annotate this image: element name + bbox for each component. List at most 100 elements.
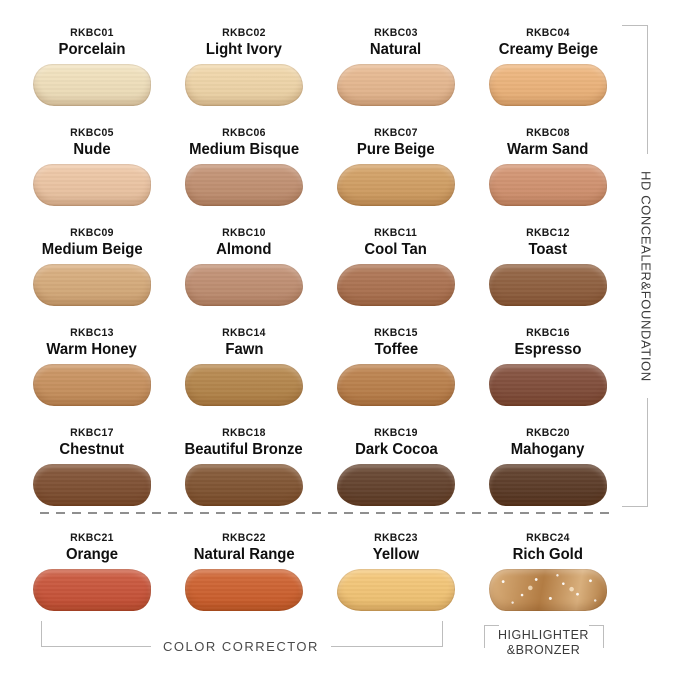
right-bracket-top (622, 25, 648, 154)
shade-name: Chestnut (59, 441, 125, 458)
shade-name: Pure Beige (357, 141, 435, 158)
shade-name: Espresso (514, 341, 582, 358)
highlighter-label-line1: HIGHLIGHTER (498, 628, 589, 642)
shade-cell: RKBC14 Fawn (168, 322, 320, 406)
shade-swatch (337, 264, 455, 306)
dashed-divider (40, 512, 612, 514)
shade-cell: RKBC23 Yellow (320, 527, 472, 611)
shade-swatch (33, 364, 151, 406)
shade-code: RKBC15 (374, 327, 418, 339)
shade-code: RKBC21 (70, 532, 114, 544)
swatch-row-1: RKBC01 Porcelain RKBC02 Light Ivory RKBC03 Na… (16, 22, 624, 106)
highlighter-label-line2: &BRONZER (506, 643, 581, 657)
right-bracket-bottom (622, 398, 648, 507)
highlighter-bracket-left (484, 625, 499, 648)
shade-cell: RKBC16 Espresso (472, 322, 624, 406)
shade-swatch (33, 64, 151, 106)
shade-swatch (185, 569, 303, 611)
shade-cell: RKBC07 Pure Beige (320, 122, 472, 206)
shade-name: Fawn (224, 341, 264, 358)
shade-swatch (33, 464, 151, 506)
shade-swatch (489, 364, 607, 406)
shade-cell: RKBC08 Warm Sand (472, 122, 624, 206)
shade-swatch (489, 464, 607, 506)
shade-name: Porcelain (58, 41, 126, 58)
shade-name: Medium Bisque (189, 141, 299, 158)
shade-code: RKBC03 (374, 27, 418, 39)
shade-code: RKBC06 (222, 127, 266, 139)
group-label-concealer-foundation: HD CONCEALER&FOUNDATION (638, 170, 654, 382)
shade-name: Toffee (374, 341, 418, 358)
shade-cell: RKBC11 Cool Tan (320, 222, 472, 306)
shade-name: Warm Sand (507, 141, 589, 158)
shade-code: RKBC02 (222, 27, 266, 39)
shade-name: Mahogany (511, 441, 585, 458)
shade-swatch (489, 569, 607, 611)
shade-code: RKBC22 (222, 532, 266, 544)
shade-swatch (33, 264, 151, 306)
shade-cell: RKBC20 Mahogany (472, 422, 624, 506)
shade-name: Creamy Beige (498, 41, 598, 58)
swatch-row-6: RKBC21 Orange RKBC22 Natural Range RKBC23 Yel… (16, 527, 624, 611)
shade-cell: RKBC18 Beautiful Bronze (168, 422, 320, 506)
shade-swatch (337, 164, 455, 206)
shade-swatch (337, 569, 455, 611)
swatch-row-2: RKBC05 Nude RKBC06 Medium Bisque RKBC07 Pure … (16, 122, 624, 206)
shade-swatch (185, 164, 303, 206)
shade-name: Yellow (372, 546, 420, 563)
shade-swatch (33, 569, 151, 611)
shade-code: RKBC13 (70, 327, 114, 339)
shade-name: Nude (73, 141, 111, 158)
shade-name: Cool Tan (364, 241, 428, 258)
shade-swatch (489, 164, 607, 206)
shade-cell: RKBC19 Dark Cocoa (320, 422, 472, 506)
shade-code: RKBC23 (374, 532, 418, 544)
shade-name: Rich Gold (512, 546, 584, 563)
shade-cell: RKBC09 Medium Beige (16, 222, 168, 306)
shade-swatch (185, 264, 303, 306)
shade-name: Warm Honey (46, 341, 138, 358)
shade-name: Dark Cocoa (354, 441, 438, 458)
shade-cell: RKBC21 Orange (16, 527, 168, 611)
group-label-color-corrector: COLOR CORRECTOR (151, 638, 331, 655)
shade-code: RKBC05 (70, 127, 114, 139)
shade-swatch (185, 464, 303, 506)
shade-cell: RKBC05 Nude (16, 122, 168, 206)
shade-name: Light Ivory (205, 41, 283, 58)
shade-code: RKBC20 (526, 427, 570, 439)
swatch-row-3: RKBC09 Medium Beige RKBC10 Almond RKBC11 Cool… (16, 222, 624, 306)
group-label-highlighter-bronzer: HIGHLIGHTER &BRONZER (470, 628, 617, 658)
shade-swatch (337, 64, 455, 106)
shade-swatch (489, 64, 607, 106)
shade-code: RKBC17 (70, 427, 114, 439)
shade-swatch (337, 464, 455, 506)
shade-cell: RKBC10 Almond (168, 222, 320, 306)
shade-code: RKBC16 (526, 327, 570, 339)
shade-name: Toast (528, 241, 568, 258)
shade-code: RKBC10 (222, 227, 266, 239)
shade-name: Medium Beige (41, 241, 143, 258)
shade-code: RKBC14 (222, 327, 266, 339)
shade-name: Natural Range (193, 546, 295, 563)
shade-name: Beautiful Bronze (184, 441, 304, 458)
shade-cell: RKBC01 Porcelain (16, 22, 168, 106)
shade-cell: RKBC17 Chestnut (16, 422, 168, 506)
shade-swatch (337, 364, 455, 406)
shade-code: RKBC09 (70, 227, 114, 239)
shade-swatch (185, 64, 303, 106)
shade-cell: RKBC15 Toffee (320, 322, 472, 406)
shade-name: Orange (65, 546, 119, 563)
shade-cell: RKBC24 Rich Gold (472, 527, 624, 611)
shade-cell: RKBC04 Creamy Beige (472, 22, 624, 106)
shade-cell: RKBC22 Natural Range (168, 527, 320, 611)
swatch-row-5: RKBC17 Chestnut RKBC18 Beautiful Bronze RKBC… (16, 422, 624, 506)
shade-code: RKBC12 (526, 227, 570, 239)
shade-code: RKBC19 (374, 427, 418, 439)
shade-swatch (33, 164, 151, 206)
shade-code: RKBC04 (526, 27, 570, 39)
shade-cell: RKBC02 Light Ivory (168, 22, 320, 106)
shade-code: RKBC18 (222, 427, 266, 439)
shade-code: RKBC07 (374, 127, 418, 139)
highlighter-bracket-right (589, 625, 604, 648)
